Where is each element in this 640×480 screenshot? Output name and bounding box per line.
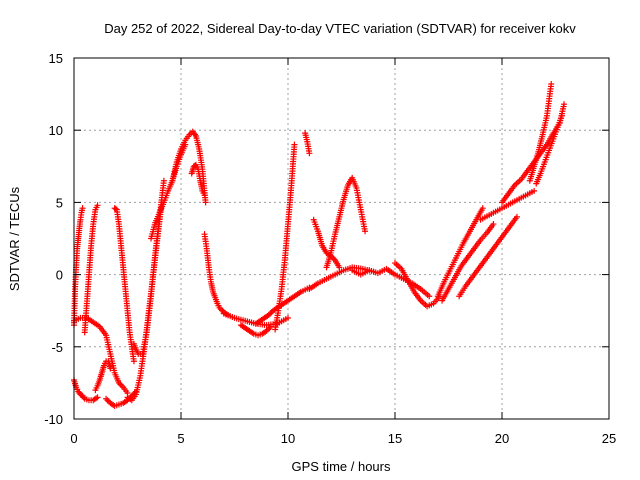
y-tick-label: 15 xyxy=(49,51,63,66)
series-arc-26 xyxy=(456,213,520,300)
series-arc-15 xyxy=(237,322,274,339)
series-arc-13 xyxy=(201,231,232,319)
series-arc-2 xyxy=(71,377,101,404)
series-arc-25 xyxy=(439,221,497,304)
series-arc-24 xyxy=(434,205,486,300)
x-axis-label: GPS time / hours xyxy=(292,459,391,474)
data-point xyxy=(291,141,298,148)
data-points xyxy=(71,80,568,410)
data-point xyxy=(107,365,114,372)
data-point xyxy=(479,205,486,212)
x-tick-label: 5 xyxy=(177,431,184,446)
y-tick-label: 5 xyxy=(56,195,63,210)
series-arc-10 xyxy=(148,141,189,242)
series-arc-3 xyxy=(81,202,101,336)
data-point xyxy=(306,150,313,157)
data-point xyxy=(336,264,343,271)
data-point xyxy=(531,187,538,194)
series-arc-22 xyxy=(349,265,433,300)
y-tick-label: -10 xyxy=(44,412,63,427)
series-arc-4 xyxy=(71,314,131,397)
data-point xyxy=(285,314,291,321)
series-arc-19 xyxy=(306,264,377,293)
series-arc-7 xyxy=(111,205,137,365)
chart-title: Day 252 of 2022, Sidereal Day-to-day VTE… xyxy=(104,21,576,36)
plot-frame xyxy=(73,57,610,420)
x-tick-label: 25 xyxy=(602,431,616,446)
data-point xyxy=(513,213,520,220)
x-tick-label: 15 xyxy=(388,431,402,446)
grid-lines xyxy=(74,58,609,419)
y-tick-label: 0 xyxy=(56,268,63,283)
series-arc-27 xyxy=(477,187,538,223)
data-point xyxy=(94,394,101,401)
y-tick-label: 10 xyxy=(49,123,63,138)
y-tick-label: -5 xyxy=(51,340,63,355)
data-point xyxy=(266,325,273,332)
data-point xyxy=(94,202,101,209)
data-point xyxy=(79,205,86,212)
data-point xyxy=(103,395,110,402)
data-point xyxy=(548,80,555,87)
y-axis-label: SDTVAR / TECUs xyxy=(7,186,22,291)
series-arc-29 xyxy=(526,80,555,184)
series-arc-21 xyxy=(323,174,369,271)
data-point xyxy=(561,101,568,108)
data-point xyxy=(426,293,433,300)
data-point xyxy=(118,382,125,389)
data-point xyxy=(160,177,167,184)
x-tick-label: 0 xyxy=(70,431,77,446)
series-arc-5 xyxy=(92,358,114,394)
series-arc-9 xyxy=(130,177,167,358)
data-point xyxy=(202,199,209,206)
x-tick-label: 10 xyxy=(281,431,295,446)
series-arc-17 xyxy=(272,141,298,333)
series-arc-12 xyxy=(188,161,208,199)
data-point xyxy=(104,397,111,404)
series-arc-28 xyxy=(499,101,568,206)
data-point xyxy=(201,192,208,199)
x-tick-label: 20 xyxy=(495,431,509,446)
data-point xyxy=(362,228,369,235)
series-arc-30 xyxy=(533,112,565,187)
data-point xyxy=(112,205,119,212)
data-point xyxy=(558,112,565,119)
series-arc-11 xyxy=(169,128,209,206)
data-point xyxy=(130,358,137,365)
data-point xyxy=(490,221,497,228)
series-arc-18 xyxy=(302,130,313,157)
series-arc-1 xyxy=(71,205,86,329)
